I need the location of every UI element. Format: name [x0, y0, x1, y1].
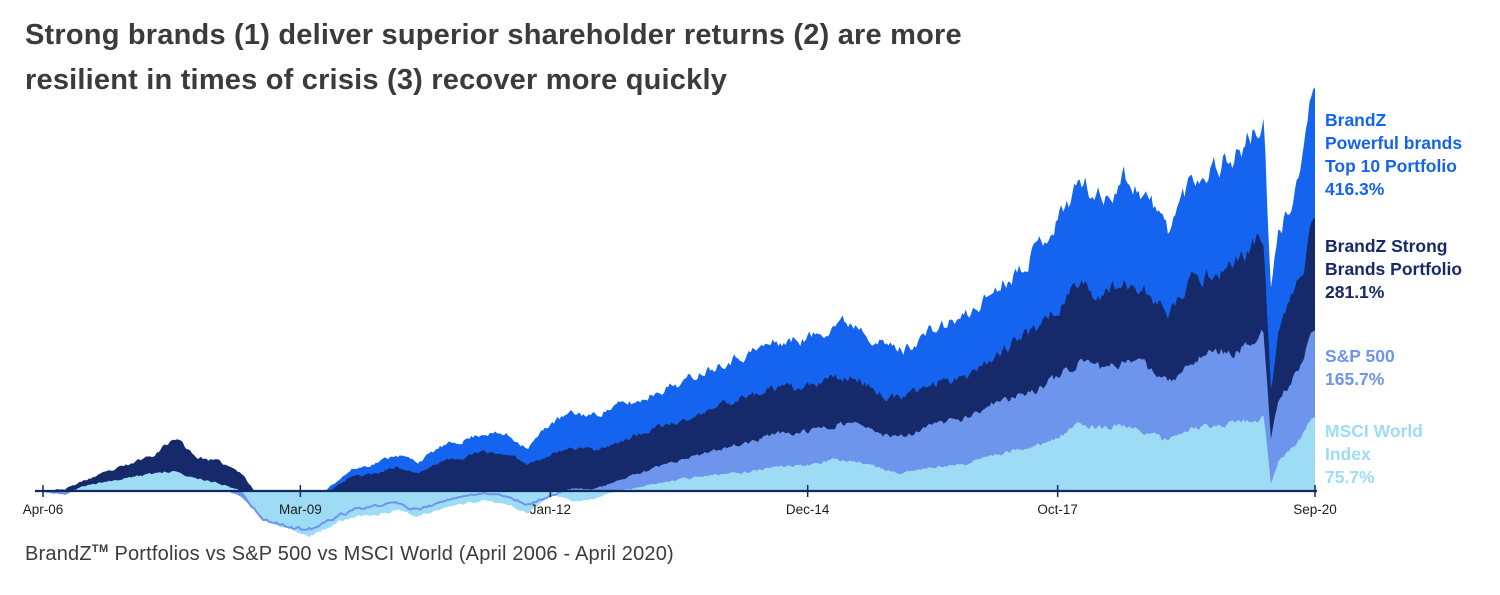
legend-label-line: Top 10 Portfolio: [1325, 156, 1457, 176]
legend-label-line: Index: [1325, 444, 1371, 464]
legend-value: 75.7%: [1325, 467, 1375, 487]
legend-strong-brands: BrandZ Strong Brands Portfolio 281.1%: [1325, 235, 1497, 304]
trademark-symbol: TM: [91, 543, 109, 555]
chart-caption: BrandZTM Portfolios vs S&P 500 vs MSCI W…: [25, 543, 674, 566]
legend-label-line: BrandZ Strong: [1325, 236, 1448, 256]
x-axis-label: Jan-12: [530, 502, 571, 517]
title-line-1: Strong brands (1) deliver superior share…: [25, 19, 962, 51]
caption-rest: Portfolios vs S&P 500 vs MSCI World (Apr…: [108, 543, 674, 565]
area-series-4: [43, 415, 1315, 538]
legend-label-line: Powerful brands: [1325, 133, 1463, 153]
legend-sp500: S&P 500 165.7%: [1325, 345, 1497, 391]
sp500-negative-line: [45, 492, 566, 531]
x-axis-label: Dec-14: [786, 502, 830, 517]
x-axis-label: Apr-06: [23, 502, 64, 517]
x-axis-label: Mar-09: [279, 502, 322, 517]
legend-powerful-brands: BrandZ Powerful brands Top 10 Portfolio …: [1325, 109, 1497, 201]
legend-value: 416.3%: [1325, 179, 1385, 199]
legend-label-line: BrandZ: [1325, 110, 1387, 130]
legend-value: 281.1%: [1325, 282, 1385, 302]
title-line-2: resilient in times of crisis (3) recover…: [25, 64, 728, 96]
x-axis-label: Oct-17: [1037, 502, 1078, 517]
legend-label-line: Brands Portfolio: [1325, 259, 1463, 279]
x-axis-label: Sep-20: [1293, 502, 1337, 517]
page-title: Strong brands (1) deliver superior share…: [25, 13, 1285, 103]
caption-brand: BrandZ: [25, 543, 92, 565]
legend-msci-world: MSCI World Index 75.7%: [1325, 420, 1497, 489]
legend-label-line: MSCI World: [1325, 421, 1423, 441]
legend-label-line: S&P 500: [1325, 346, 1395, 366]
legend-value: 165.7%: [1325, 369, 1385, 389]
